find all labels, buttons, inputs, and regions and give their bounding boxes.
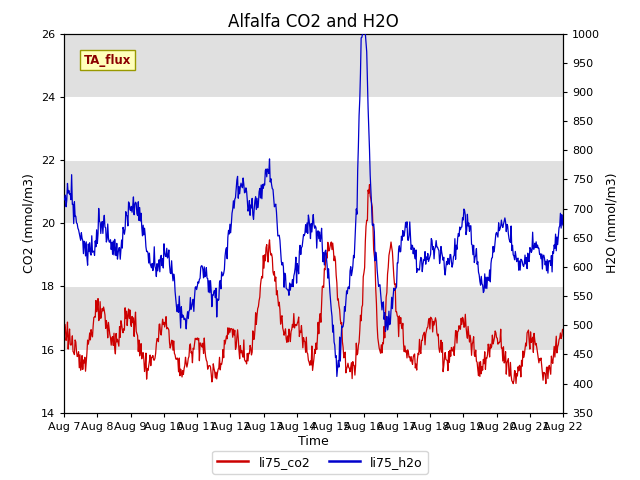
- Y-axis label: CO2 (mmol/m3): CO2 (mmol/m3): [22, 173, 35, 273]
- Title: Alfalfa CO2 and H2O: Alfalfa CO2 and H2O: [228, 12, 399, 31]
- Bar: [64, 34, 563, 97]
- X-axis label: Time: Time: [298, 434, 329, 448]
- Legend: li75_co2, li75_h2o: li75_co2, li75_h2o: [212, 451, 428, 474]
- Bar: [64, 160, 563, 223]
- Text: TA_flux: TA_flux: [84, 54, 131, 67]
- Y-axis label: H2O (mmol/m3): H2O (mmol/m3): [606, 173, 619, 274]
- Bar: [64, 223, 563, 287]
- Bar: [64, 349, 563, 413]
- Bar: [64, 287, 563, 349]
- Bar: [64, 97, 563, 160]
